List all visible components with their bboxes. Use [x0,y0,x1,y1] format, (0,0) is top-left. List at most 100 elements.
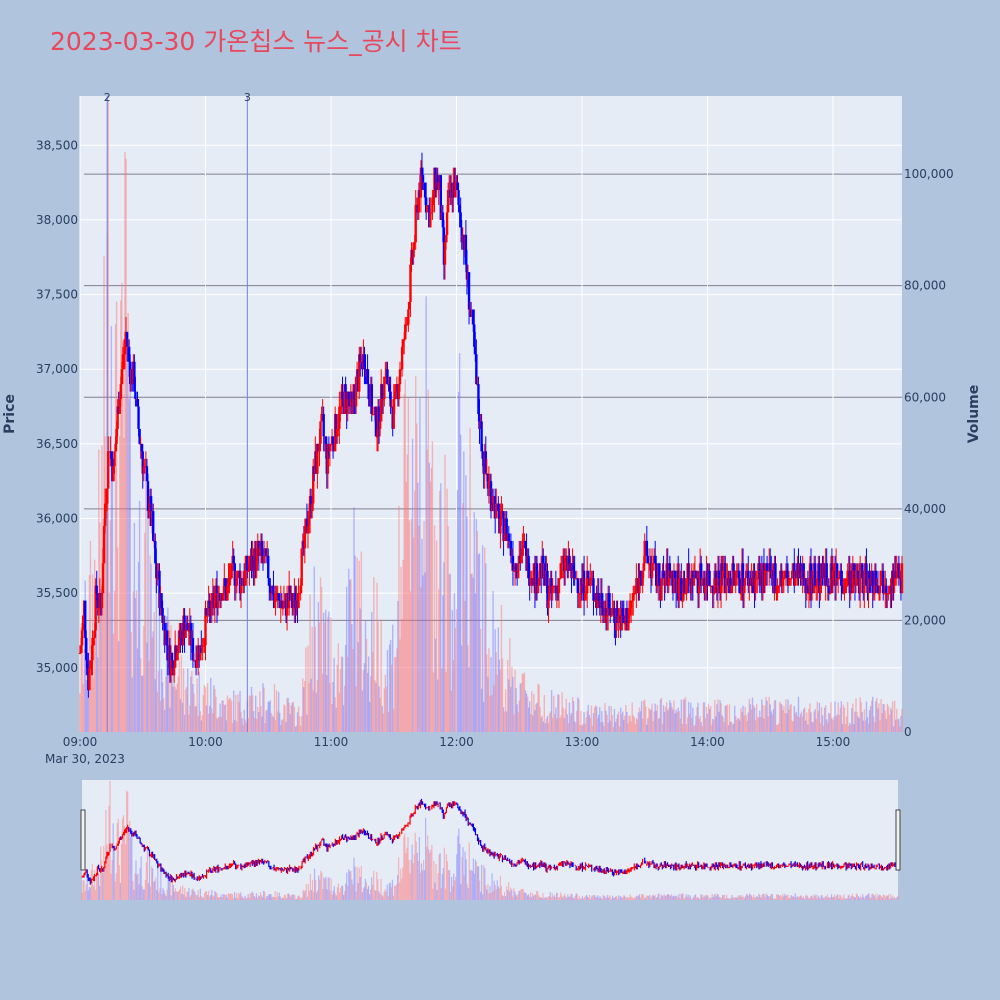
candle-body [643,540,646,564]
volume-bar [245,722,247,732]
mini-volume-bar [651,896,653,900]
volume-bar [707,704,710,732]
mini-volume-bar [144,880,146,900]
volume-bar [750,709,753,732]
mini-volume-bar [563,895,565,900]
volume-bar [234,719,236,732]
mini-volume-bar [884,896,887,900]
mini-volume-bar [304,890,306,900]
candle-body [845,585,848,587]
candle-body [338,406,341,429]
volume-bar [222,700,224,732]
candle-body [885,585,888,594]
candle-body [521,540,524,556]
candle-body [326,443,330,474]
volume-bar [490,657,492,732]
mini-volume-bar [673,895,675,900]
volume-bar [654,703,656,732]
volume-bar [719,700,721,732]
candle-body [472,309,475,325]
mini-volume-bar [650,897,652,900]
volume-bar [168,620,170,732]
mini-volume-bar [785,895,787,900]
candle-body [630,600,634,602]
mini-volume-bar [228,894,231,900]
volume-bar [546,716,549,732]
mini-volume-bar [139,867,141,900]
mini-volume-bar [185,896,187,900]
candle-body [337,428,340,431]
volume-bar [125,158,127,732]
volume-bar [480,688,483,732]
mini-volume-bar [316,892,318,900]
volume-bar [141,675,143,732]
volume-bar [726,704,729,732]
mini-volume-bar [734,897,736,900]
mini-volume-bar [623,894,625,900]
volume-bar [883,704,885,732]
volume-bar [853,724,855,732]
volume-bar [197,715,199,732]
mini-volume-bar [120,844,123,900]
volume-bar [809,703,811,732]
volume-bar [455,608,458,732]
volume-bar [357,642,359,732]
volume-bar [206,683,209,732]
candle-body [785,570,789,579]
volume-bar [494,629,496,732]
candle-body [487,481,491,489]
volume-bar [143,626,145,732]
mini-volume-bar [712,897,714,900]
candle-body [642,563,645,571]
candle-body [602,615,606,617]
mini-volume-bar [401,878,403,900]
mini-volume-bar [275,897,277,900]
candle-body [475,354,478,385]
range-slider[interactable] [82,780,898,900]
range-slider-right-handle[interactable] [895,809,901,871]
mini-volume-bar [516,896,518,900]
volume-bar [587,704,589,732]
volume-bar [144,532,146,732]
candle-body [431,197,434,213]
mini-volume-bar [693,895,696,900]
volume-bar [135,590,138,732]
candle-body [879,570,883,586]
candle-body [319,421,322,444]
mini-volume-bar [463,875,465,900]
main-plot-area [80,96,902,732]
mini-volume-bar [888,894,890,900]
mini-volume-bar [634,897,636,900]
volume-bar [646,724,648,732]
volume-bar [702,702,704,732]
candle-body [430,212,433,214]
range-slider-left-handle[interactable] [80,809,86,871]
volume-bar [403,394,405,732]
mini-volume-bar [496,880,498,900]
candle-body [229,578,232,580]
candle-body [557,578,561,594]
mini-volume-bar [772,898,775,900]
mini-volume-bar [119,882,122,900]
volume-bar [864,720,867,732]
mini-volume-bar [714,893,716,900]
mini-volume-bar [681,893,683,900]
candle-body [655,563,658,586]
mini-volume-bar [318,875,320,900]
candle-body [206,615,209,617]
mini-volume-bar [858,897,861,900]
mini-volume-bar [326,889,328,900]
candle-body [641,570,644,586]
mini-volume-bar [526,895,528,900]
volume-bar [309,594,311,732]
candle-body [769,563,772,571]
mini-volume-bar [790,895,792,900]
mini-volume-bar [226,897,228,900]
volume-bar [796,716,799,732]
volume-bar [695,716,697,732]
candle-body [888,593,891,595]
mini-volume-bar [779,895,781,900]
volume-bar [111,460,114,732]
volume-bar [281,720,283,732]
volume-bar [518,700,520,732]
